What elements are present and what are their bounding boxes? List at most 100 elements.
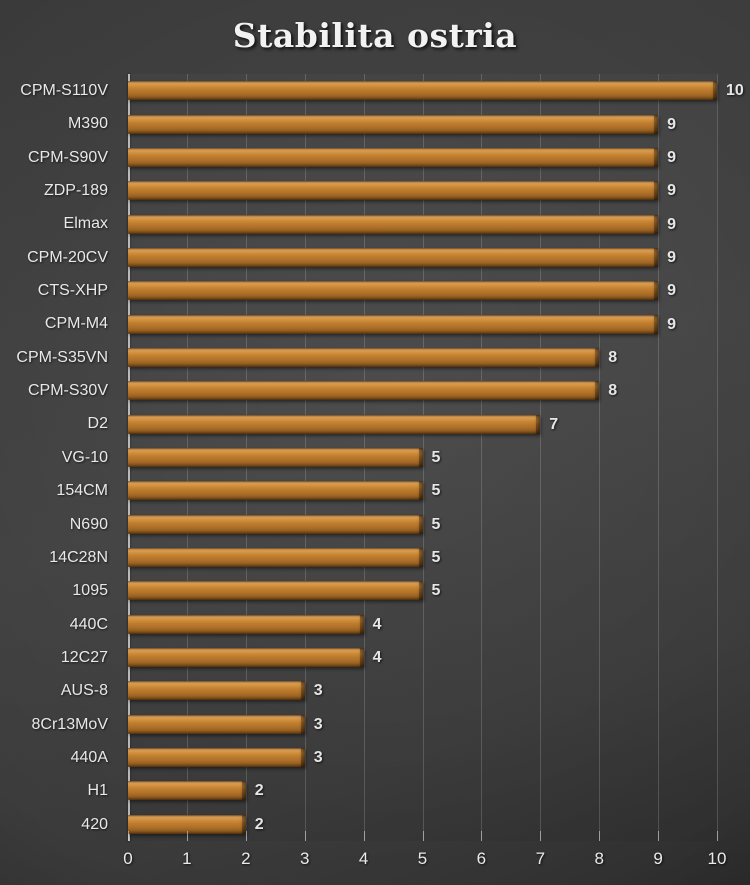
bar [128,814,246,834]
category-label: 440A [70,748,108,766]
bar [128,314,659,334]
bar-value-label: 3 [313,749,323,767]
bar [128,548,423,568]
bar [128,181,659,201]
category-label: CPM-20CV [27,248,108,266]
category-label: M390 [67,115,108,133]
bar-value-label: 5 [431,549,441,567]
bar-value-label: 8 [608,348,618,366]
bar-value-label: 5 [431,582,441,600]
tick-mark-0 [128,831,129,841]
tick-mark-2 [245,831,247,841]
category-axis-labels: CPM-S110V M390 CPM-S90V ZDP-189 Elmax CPM-20C… [0,74,118,841]
category-label: CPM-S30V [27,382,108,400]
xtick-label-0: 0 [123,849,133,868]
bar [128,381,600,401]
category-label: D2 [87,415,108,433]
xtick-label-10: 10 [707,849,727,868]
bar [128,414,541,434]
bar [128,581,423,601]
category-label: ZDP-189 [43,182,108,200]
xtick-label-5: 5 [417,849,428,868]
chart-title: Stabilita ostria [232,16,518,55]
tick-mark-4 [363,831,365,841]
bar [128,748,305,768]
bar-value-label: 4 [372,615,382,633]
tick-mark-10 [717,831,718,841]
bar [128,347,600,367]
category-label: 8Cr13MoV [31,715,108,733]
bar [128,448,423,467]
bar-value-label: 9 [667,115,676,133]
category-label: H1 [87,782,108,800]
tick-mark-5 [422,831,424,841]
category-label: CPM-S110V [20,82,108,99]
xtick-label-1: 1 [182,849,192,868]
category-label: CPM-S35VN [16,348,108,366]
category-label: 440C [69,615,108,633]
category-label: CPM-M4 [44,315,108,333]
gridline-9 [658,74,660,841]
bar-value-label: 5 [431,482,441,500]
bar-value-label: 4 [372,649,382,667]
bar-value-label: 3 [313,715,323,733]
gridline-10 [717,74,718,841]
bar-value-label: 9 [667,315,676,333]
bar [128,614,364,634]
xtick-label-8: 8 [594,849,604,868]
bar [128,214,659,234]
tick-mark-7 [540,831,542,841]
category-label: CPM-S90V [27,148,108,166]
bar-value-label: 9 [667,215,676,233]
xtick-label-4: 4 [358,849,369,868]
bar [128,714,305,734]
bar [128,481,423,501]
xtick-label-6: 6 [476,849,487,868]
category-label: 154CM [56,482,108,500]
bar-value-label: 7 [549,415,559,433]
tick-mark-3 [304,831,306,841]
gridline-7 [540,74,542,841]
value-axis: 0 1 2 3 4 5 6 7 8 9 10 [0,831,750,885]
bar [128,514,423,534]
bar-value-label: 9 [667,248,676,266]
bar-value-label: 5 [431,515,441,533]
bar [128,781,246,801]
bar [128,648,364,668]
category-label: 14C28N [49,548,108,566]
category-label: N690 [69,515,108,533]
bar-value-label: 3 [313,682,323,700]
xtick-label-7: 7 [535,849,546,868]
tick-mark-1 [186,831,188,841]
category-label: 420 [81,815,108,833]
bar [128,681,305,701]
bar-value-label: 10 [726,82,744,100]
bar-value-label: 8 [608,382,618,400]
category-label: CTS-XHP [37,282,108,300]
xtick-label-9: 9 [653,849,663,868]
bar-value-label: 9 [667,182,676,200]
bar [128,147,659,167]
bar [128,114,659,134]
gridline-5 [422,74,424,841]
bar-value-label: 9 [667,148,676,166]
bar-value-label: 9 [667,282,676,300]
category-label: 12C27 [60,648,108,666]
bar-value-label: 2 [254,815,264,833]
gridline-8 [599,74,601,841]
plot-area: 10 9 9 9 9 9 9 9 8 8 7 5 5 5 5 5 4 4 3 3 3 2 2 [128,74,744,841]
bar [128,247,659,267]
xtick-label-2: 2 [241,849,251,868]
tick-mark-6 [481,831,483,841]
tick-mark-8 [599,831,601,841]
category-label: AUS-8 [60,682,108,700]
bar-value-label: 2 [254,782,264,800]
category-label: 1095 [72,582,108,600]
xtick-label-3: 3 [299,849,310,868]
bar [128,81,717,101]
bar-value-label: 5 [431,449,441,466]
gridline-6 [481,74,483,841]
tick-mark-9 [658,831,660,841]
bar [128,281,659,301]
